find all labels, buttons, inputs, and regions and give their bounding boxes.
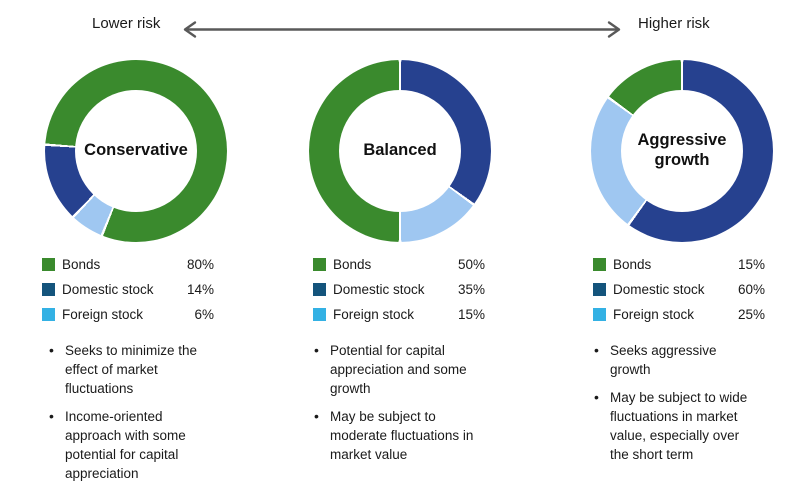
risk-arrow-icon — [183, 21, 621, 38]
bullet-list: Seeks to minimize the effect of market f… — [48, 341, 212, 483]
legend-entry: Foreign stock — [42, 307, 143, 322]
legend-swatch-icon — [313, 283, 326, 296]
donut-title: Conservative — [84, 141, 188, 160]
legend-label: Bonds — [62, 257, 101, 272]
legend-percent: 25% — [737, 307, 765, 322]
legend-percent: 60% — [737, 282, 765, 297]
legend-row: Foreign stock 15% — [313, 302, 485, 327]
legend-label: Foreign stock — [62, 307, 144, 322]
donut-hole — [621, 90, 743, 212]
legend-entry: Foreign stock — [313, 307, 414, 322]
legend-percent: 80% — [186, 257, 214, 272]
legend-percent: 15% — [457, 307, 485, 322]
legend-label: Bonds — [613, 257, 652, 272]
legend-percent: 15% — [737, 257, 765, 272]
legend-entry: Bonds — [593, 257, 651, 272]
legend-swatch-icon — [42, 258, 55, 271]
legend-swatch-icon — [42, 283, 55, 296]
legend-label: Domestic stock — [62, 282, 154, 297]
donut-chart: Balanced — [309, 60, 491, 242]
legend-row: Bonds 15% — [593, 252, 765, 277]
bullet-list: Seeks aggressive growth May be subject to… — [593, 341, 757, 464]
legend-row: Domestic stock 14% — [42, 277, 214, 302]
legend-swatch-icon — [593, 283, 606, 296]
donut-hole — [339, 90, 461, 212]
legend-entry: Domestic stock — [593, 282, 705, 297]
legend-label: Domestic stock — [333, 282, 425, 297]
bullet-item: May be subject to moderate fluctuations … — [313, 407, 477, 464]
portfolio-column: Aggressive growth Bonds 15% Domestic stock… — [560, 60, 800, 473]
legend-label: Foreign stock — [333, 307, 415, 322]
legend-label: Bonds — [333, 257, 372, 272]
bullet-item: Seeks aggressive growth — [593, 341, 757, 379]
portfolio-columns: Conservative Bonds 80% Domestic stock 14% Fo… — [0, 60, 800, 495]
higher-risk-label: Higher risk — [638, 15, 710, 32]
legend-label: Foreign stock — [613, 307, 695, 322]
legend-swatch-icon — [313, 308, 326, 321]
legend-percent: 14% — [186, 282, 214, 297]
legend-row: Foreign stock 6% — [42, 302, 214, 327]
lower-risk-label: Lower risk — [92, 15, 161, 32]
legend-entry: Foreign stock — [593, 307, 694, 322]
bullet-item: Seeks to minimize the effect of market f… — [48, 341, 212, 398]
portfolio-column: Conservative Bonds 80% Domestic stock 14% Fo… — [30, 60, 280, 492]
portfolio-column: Balanced Bonds 50% Domestic stock 35% Foreig… — [295, 60, 545, 473]
bullet-list: Potential for capital appreciation and s… — [313, 341, 477, 464]
legend-row: Domestic stock 35% — [313, 277, 485, 302]
legend-swatch-icon — [42, 308, 55, 321]
donut-chart: Aggressive growth — [591, 60, 773, 242]
legend-entry: Domestic stock — [42, 282, 154, 297]
donut-title: Balanced — [363, 141, 437, 160]
legend-row: Foreign stock 25% — [593, 302, 765, 327]
legend: Bonds 15% Domestic stock 60% Foreign stock 25… — [593, 252, 765, 327]
legend-percent: 35% — [457, 282, 485, 297]
donut-chart: Conservative — [45, 60, 227, 242]
bullet-item: Income-oriented approach with some poten… — [48, 407, 212, 483]
legend-percent: 6% — [194, 307, 214, 322]
donut-hole — [75, 90, 197, 212]
legend-row: Bonds 80% — [42, 252, 214, 277]
legend-label: Domestic stock — [613, 282, 705, 297]
legend: Bonds 50% Domestic stock 35% Foreign stock 15… — [313, 252, 485, 327]
legend-entry: Bonds — [313, 257, 371, 272]
legend-percent: 50% — [457, 257, 485, 272]
legend-row: Domestic stock 60% — [593, 277, 765, 302]
legend-entry: Domestic stock — [313, 282, 425, 297]
legend: Bonds 80% Domestic stock 14% Foreign stock 6% — [42, 252, 214, 327]
legend-swatch-icon — [313, 258, 326, 271]
legend-swatch-icon — [593, 308, 606, 321]
bullet-item: May be subject to wide fluctuations in m… — [593, 388, 757, 464]
donut-title: Aggressive growth — [637, 131, 727, 169]
bullet-item: Potential for capital appreciation and s… — [313, 341, 477, 398]
legend-swatch-icon — [593, 258, 606, 271]
legend-row: Bonds 50% — [313, 252, 485, 277]
legend-entry: Bonds — [42, 257, 100, 272]
